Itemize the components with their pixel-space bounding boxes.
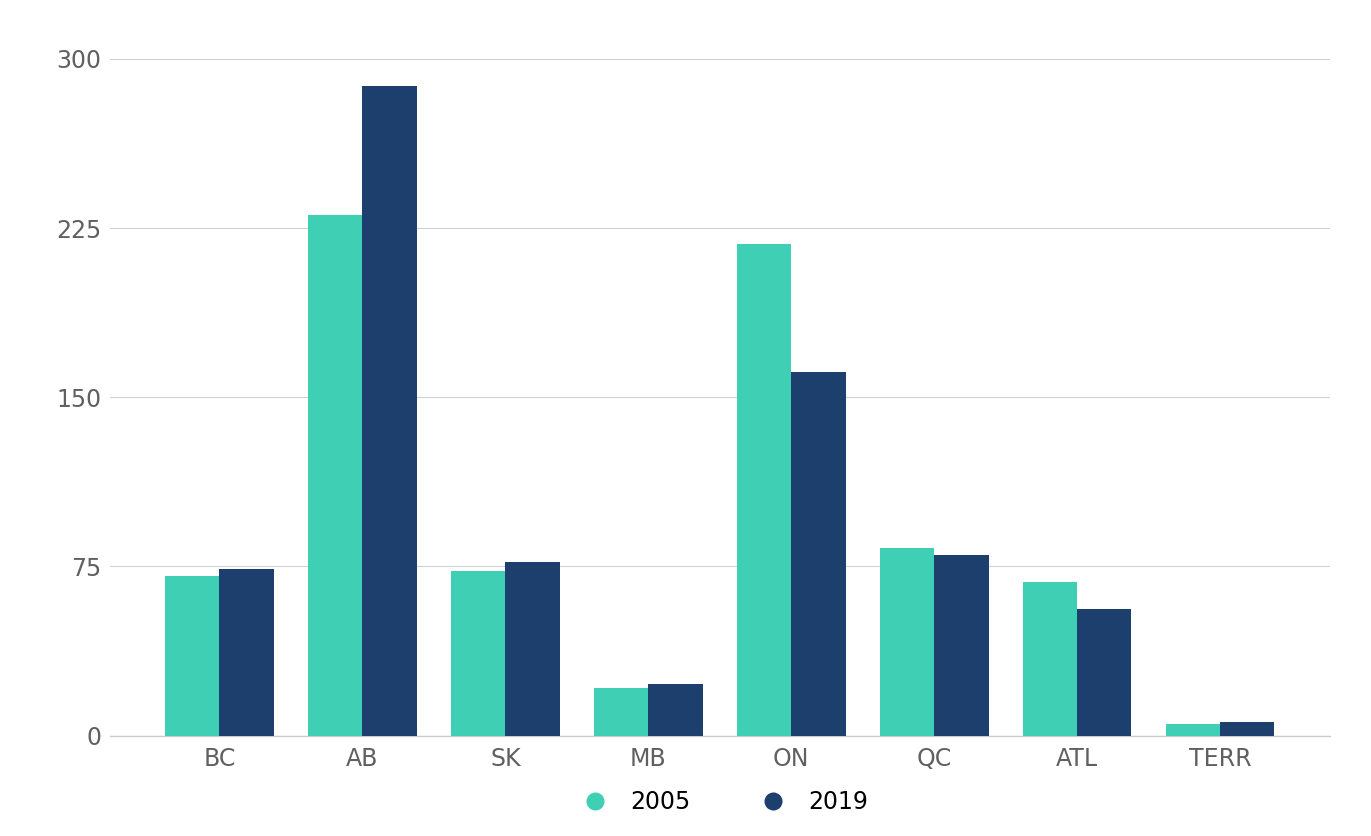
Bar	[362, 86, 417, 736]
Bar	[791, 373, 846, 736]
Bar	[1220, 722, 1275, 736]
Legend: 2005, 2019: 2005, 2019	[562, 781, 877, 823]
Bar	[738, 244, 791, 736]
Bar	[1023, 583, 1078, 736]
Bar	[219, 568, 274, 736]
Bar	[880, 548, 934, 736]
Bar	[308, 215, 362, 736]
Bar	[1165, 725, 1220, 736]
Bar	[165, 575, 219, 736]
Bar	[648, 684, 702, 736]
Bar	[934, 555, 988, 736]
Bar	[506, 562, 559, 736]
Bar	[594, 688, 648, 736]
Bar	[451, 571, 506, 736]
Bar	[1078, 609, 1131, 736]
